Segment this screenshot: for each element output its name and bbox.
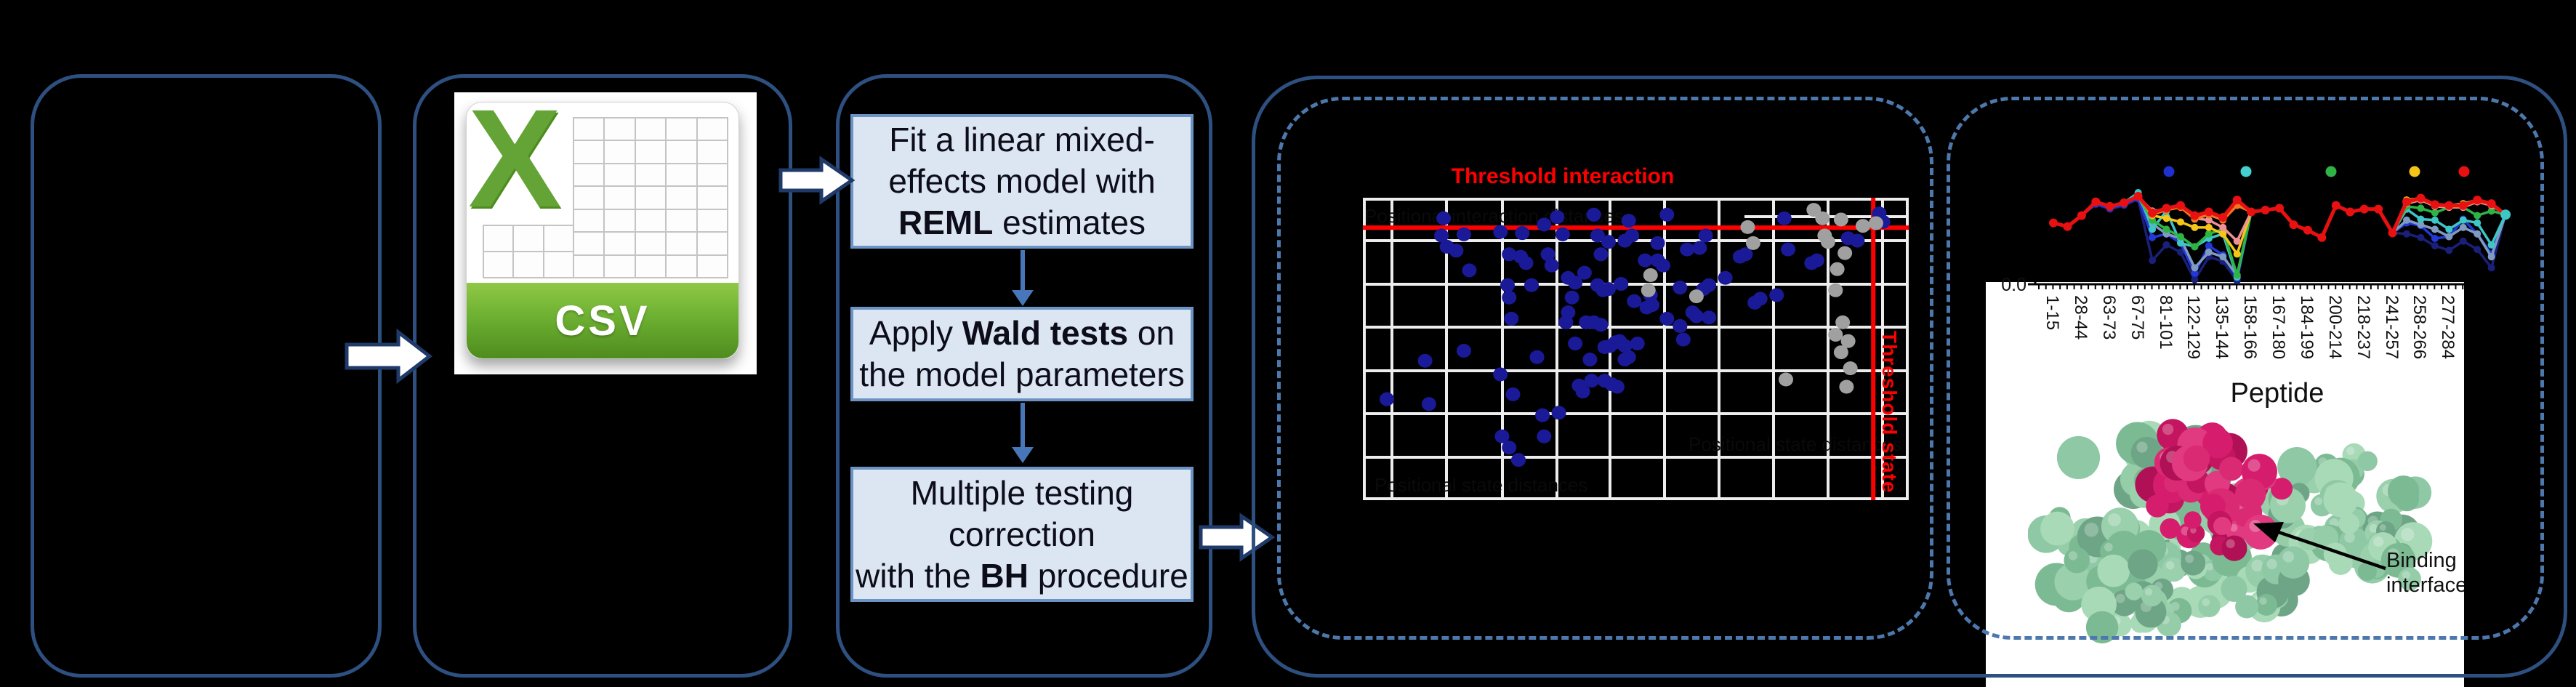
csv-banner-label: CSV [555, 297, 651, 345]
spreadsheet-grid-icon [573, 117, 728, 278]
peptide-tick-label: 1-15 [2042, 295, 2062, 331]
csv-banner: CSV [467, 283, 738, 358]
spreadsheet-grid-small-icon [483, 225, 574, 278]
threshold-scatter-plot: Positional interaction distances Position… [1363, 198, 1909, 500]
peptide-tick-label: 184-199 [2296, 295, 2317, 360]
flow-step-bh: Multiple testing correction with the BH pr… [850, 467, 1194, 602]
csv-file-icon: X CSV [454, 92, 757, 374]
csv-panel [413, 74, 792, 678]
svg-text:Positional state distances: Positional state distances [1689, 433, 1901, 455]
flow-step-wald: Apply Wald tests on the model parameters [850, 307, 1194, 401]
peptide-tick-label: 241-257 [2381, 295, 2402, 360]
svg-text:Positional interaction distanc: Positional interaction distances [1364, 205, 1624, 227]
svg-text:Positional state distances: Positional state distances [1374, 474, 1587, 496]
input-panel [31, 74, 382, 678]
peptide-profile-chart [2028, 166, 2511, 289]
peptide-tick-label: 81-101 [2155, 295, 2175, 350]
peptide-tick-label: 258-266 [2410, 295, 2430, 360]
peptide-tick-label: 63-73 [2098, 295, 2119, 340]
peptide-tick-label: 277-284 [2438, 295, 2458, 360]
peptide-tick-label: 218-237 [2353, 295, 2373, 360]
peptide-tick-label: 122-129 [2183, 295, 2204, 360]
protein-structure-image [2028, 419, 2433, 644]
peptide-tick-label: 67-75 [2127, 295, 2147, 340]
y-axis-tick-label: 0.0 [2001, 275, 2026, 295]
x-axis-title: Peptide [2230, 378, 2325, 409]
csv-card: X CSV [466, 102, 739, 359]
peptide-tick-label: 200-214 [2325, 295, 2345, 360]
arrow-right-icon [345, 328, 433, 385]
peptide-tick-label: 167-180 [2269, 295, 2289, 360]
binding-interface-label: Binding interface [2386, 549, 2464, 597]
peptide-tick-label: 28-44 [2070, 295, 2090, 340]
flow-step-reml: Fit a linear mixed-effects model with REM… [850, 114, 1194, 249]
arrow-right-icon [1199, 513, 1276, 562]
excel-x-glyph: X [468, 102, 562, 236]
flow-down-arrow-icon [1012, 250, 1034, 306]
arrow-right-icon [778, 156, 856, 205]
threshold-interaction-label: Threshold interaction [1451, 164, 1675, 188]
peptide-tick-label: 158-166 [2240, 295, 2261, 360]
peptide-tick-label: 135-144 [2212, 295, 2232, 360]
model-panel [836, 74, 1212, 678]
threshold-state-label: Threshold state [1878, 331, 1901, 494]
flow-down-arrow-icon [1012, 403, 1034, 463]
